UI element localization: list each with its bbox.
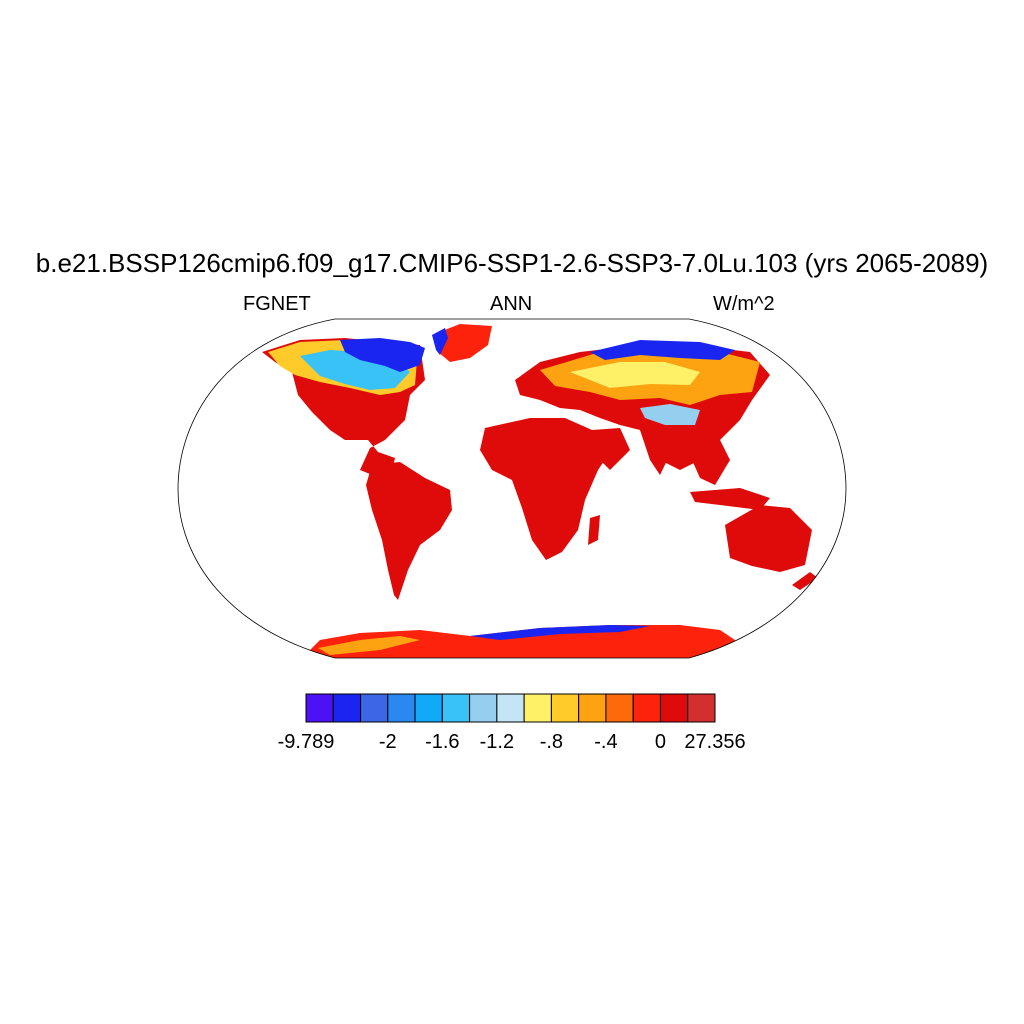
- eurasia-blue-arc: [590, 340, 735, 360]
- antarctica: [300, 625, 740, 658]
- colorbar-swatch: [441, 693, 471, 723]
- colorbar-tick-label: -9.789: [277, 731, 335, 753]
- colorbar-tick-label: -1.2: [479, 731, 515, 753]
- plot-title: b.e21.BSSP126cmip6.f09_g17.CMIP6-SSP1-2.…: [35, 248, 989, 278]
- colorbar-swatch: [496, 693, 525, 723]
- antarctica-edge: [470, 625, 650, 640]
- tibet-cool: [640, 404, 700, 425]
- colorbar-swatch: [469, 693, 498, 723]
- africa: [480, 418, 610, 560]
- units-label: W/m^2: [713, 293, 775, 315]
- north-america-deep-blue: [340, 338, 425, 372]
- colorbar-swatch: [605, 693, 634, 723]
- south-america: [366, 462, 452, 600]
- colorbar-swatch: [578, 693, 607, 723]
- greenland-edge: [432, 328, 448, 355]
- colorbar-tick-label: -.8: [539, 731, 564, 753]
- colorbar-swatch: [387, 693, 416, 723]
- colorbar-tick-label: 0: [654, 731, 667, 753]
- colorbar-swatch: [332, 693, 362, 723]
- colorbar-swatch: [632, 693, 661, 723]
- colorbar-swatch: [523, 693, 552, 723]
- colorbar-tick-label: -2: [378, 731, 397, 753]
- se-asia: [690, 440, 730, 485]
- indonesia: [690, 488, 770, 510]
- new-zealand: [792, 572, 818, 590]
- antarctica-warm: [318, 636, 420, 655]
- colorbar-tick-label: 27.356: [684, 731, 746, 753]
- india: [640, 430, 672, 475]
- colorbar-swatch: [687, 693, 716, 723]
- australia: [725, 505, 812, 572]
- greenland: [432, 324, 492, 362]
- colorbar-swatch: [360, 693, 389, 723]
- colorbar-tick-label: -.4: [594, 731, 618, 753]
- eurasia-yellow-band: [570, 362, 700, 388]
- land-fields: [262, 324, 818, 658]
- colorbar-swatch: [414, 693, 443, 723]
- colorbar-swatch: [659, 693, 689, 723]
- season-label: ANN: [490, 293, 533, 315]
- colorbar-swatch: [550, 693, 580, 723]
- colorbar-swatch: [305, 693, 334, 723]
- map-border: [177, 318, 847, 659]
- colorbar-tick-label: -1.6: [425, 731, 460, 753]
- variable-label: FGNET: [243, 293, 311, 315]
- arabia: [592, 428, 630, 470]
- madagascar: [588, 515, 600, 545]
